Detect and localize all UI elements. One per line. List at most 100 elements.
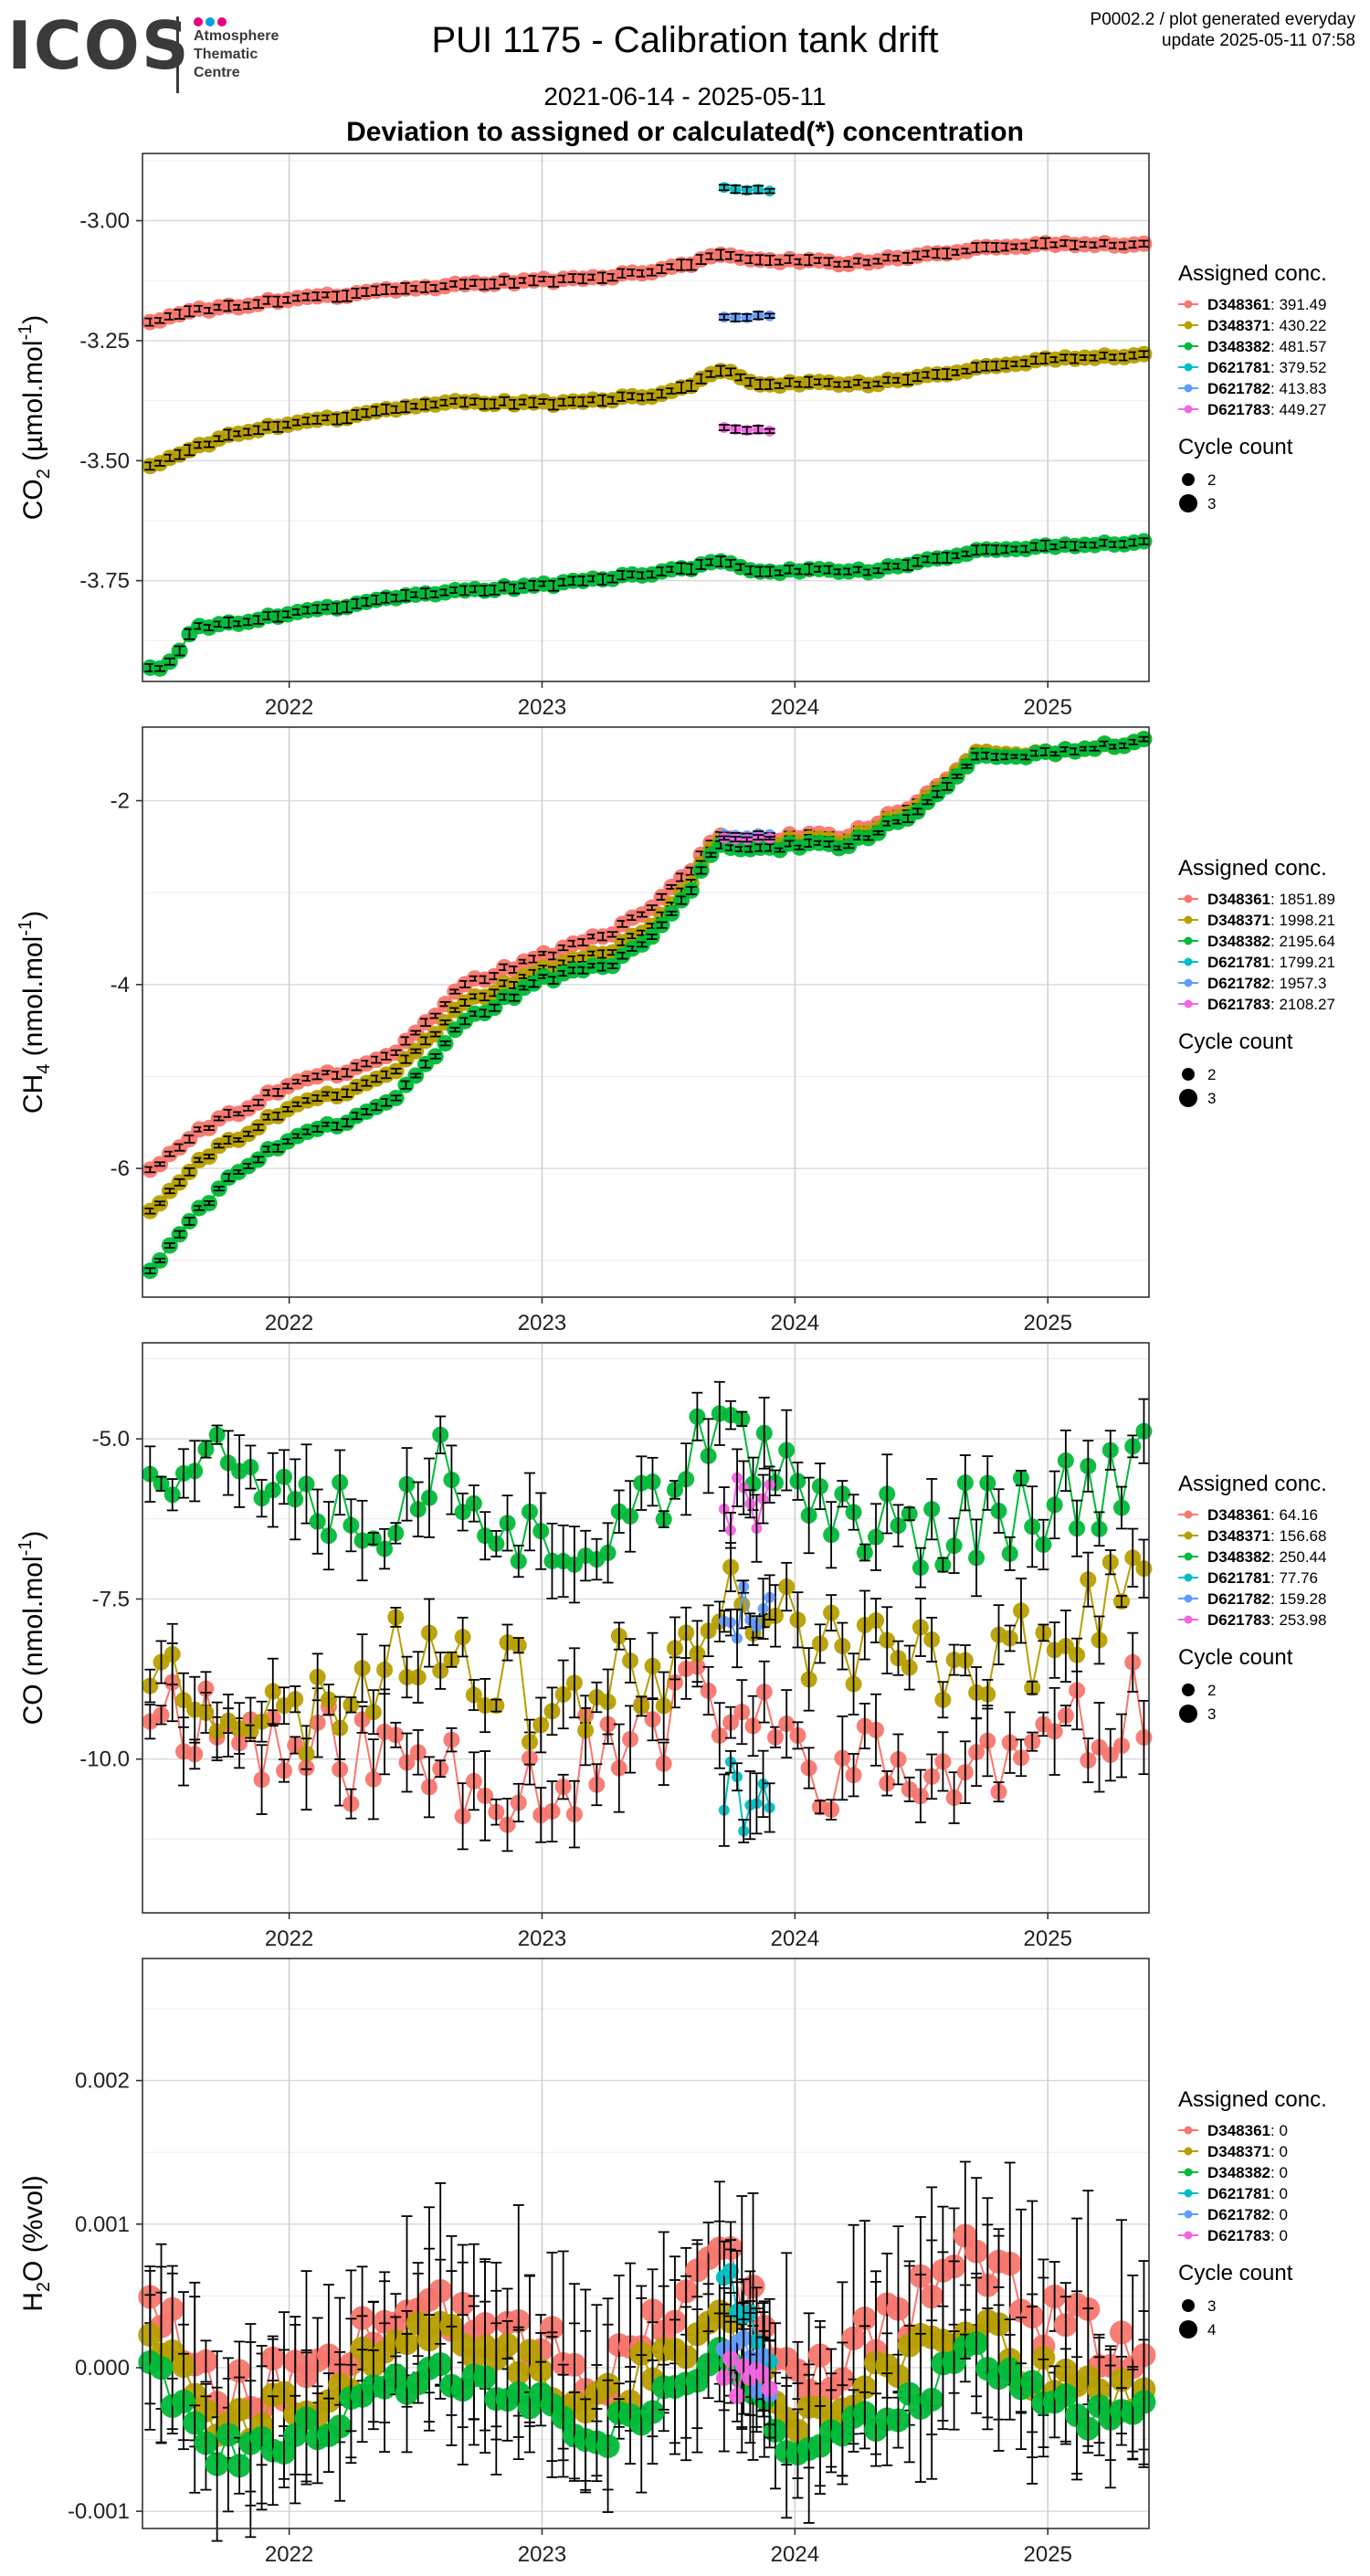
- series-D348361: [142, 235, 1153, 331]
- icos-logo: ICOS: [7, 7, 191, 84]
- legend-size-key: [1179, 1089, 1197, 1107]
- legend-size-label: 2: [1207, 1682, 1216, 1699]
- legend-entry: D348361: 1851.89: [1207, 891, 1335, 908]
- legend-key-dot: [1184, 1573, 1193, 1582]
- page-title: PUI 1175 - Calibration tank drift: [431, 20, 939, 60]
- legend-key-dot: [1184, 1531, 1193, 1540]
- chart-panel-co: -10.0 -7.5 -5.0 2022 2023 2024 2025 CO (nmol.mo…: [16, 1342, 1327, 1951]
- legend-tank-name: D348361: [1207, 1506, 1270, 1524]
- legend-entry: D621783: 253.98: [1207, 1611, 1326, 1629]
- x-tick-label: 2023: [518, 1311, 566, 1336]
- legend-tank-name: D348371: [1207, 912, 1270, 929]
- legend-key-dot: [1184, 342, 1193, 351]
- series-D348371: [142, 345, 1153, 475]
- y-tick-label: -3.75: [79, 569, 130, 594]
- legend-key-dot: [1184, 957, 1193, 966]
- plot-area: [142, 727, 1149, 1297]
- chart-panel-ch4: -6 -4 -2 2022 2023 2024 2025 CH4 (nmol.mol-1) As…: [16, 726, 1335, 1336]
- legend-key-dot: [1184, 384, 1193, 393]
- legend-key-dot: [1184, 1510, 1193, 1519]
- logo-dots: [194, 15, 229, 31]
- legend-tank-name: D621781: [1207, 359, 1270, 376]
- legend-tank-value: : 430.22: [1270, 317, 1326, 334]
- series-D621781: [718, 182, 775, 197]
- x-tick-label: 2023: [518, 1927, 566, 1951]
- legend-key-dot: [1184, 1594, 1193, 1603]
- legend-tank-value: : 481.57: [1270, 338, 1326, 355]
- header: ICOS Atmosphere Thematic Centre PUI 1175…: [0, 0, 1370, 155]
- legend-tank-name: D621783: [1207, 1611, 1270, 1629]
- x-tick-label: 2024: [771, 1311, 819, 1336]
- y-axis-label-unit-end: ): [18, 911, 48, 920]
- legend-size-key: [1182, 1684, 1195, 1696]
- y-axis-label-unit: (µmol.mol: [18, 341, 48, 470]
- chart-panel-co2: -3.75 -3.50 -3.25 -3.00 2022 2023 2024 2025 CO2 …: [16, 153, 1327, 720]
- x-tick-label: 2025: [1024, 1311, 1072, 1336]
- legend-key-dot: [1184, 321, 1193, 330]
- legend-tank-name: D621783: [1207, 401, 1270, 418]
- legend-size-label: 2: [1207, 471, 1216, 489]
- legend-tank-value: : 253.98: [1270, 1611, 1326, 1629]
- legend-key-dot: [1184, 915, 1193, 924]
- legend-tank-name: D348371: [1207, 1527, 1270, 1545]
- legend-entry: D621783: 2108.27: [1207, 996, 1335, 1013]
- y-axis-label: CO (nmol.mol-1): [16, 1531, 48, 1726]
- y-tick-label: -3.25: [79, 329, 130, 354]
- series-D348382: [142, 533, 1153, 677]
- legend-tank-value: : 156.68: [1270, 1527, 1326, 1545]
- legend-tank-value: : 159.28: [1270, 1590, 1326, 1608]
- plot-info-line: P0002.2 / plot generated everyday: [1090, 10, 1355, 29]
- legend-entry: D348382: 481.57: [1207, 338, 1326, 355]
- y-axis-label: CO2 (µmol.mol-1): [16, 315, 54, 521]
- legend-tank-name: D621781: [1207, 1569, 1270, 1587]
- legend-tank-value: : 1799.21: [1270, 954, 1335, 971]
- legend-key-dot: [1184, 300, 1193, 309]
- y-tick-label: -3.00: [79, 209, 130, 234]
- legend-tank-value: : 379.52: [1270, 359, 1326, 376]
- plot-border: [142, 726, 1150, 1298]
- legend-entry: D348371: 1998.21: [1207, 912, 1335, 929]
- legend-size-label: 3: [1207, 1090, 1216, 1107]
- logo-dot: [206, 17, 215, 26]
- legend-entry: D348371: 430.22: [1207, 317, 1326, 334]
- legend-size-label: 3: [1207, 1705, 1216, 1723]
- legend-tank-value: : 64.16: [1270, 1506, 1318, 1524]
- x-tick-label: 2025: [1024, 1927, 1072, 1951]
- legend-key-dot: [1184, 894, 1193, 903]
- legend-tank-value: : 2195.64: [1270, 933, 1335, 950]
- series-D348382: [142, 731, 1153, 1280]
- legend-size-key: [1179, 1705, 1197, 1723]
- y-axis-label: CH4 (nmol.mol-1): [16, 911, 54, 1114]
- y-axis-label-sup: -1: [16, 324, 36, 341]
- series-D348382: [138, 2272, 1156, 2542]
- legend-entry: D348382: 2195.64: [1207, 933, 1335, 950]
- legend-tank-name: D348361: [1207, 891, 1270, 908]
- legend-tank-value: : 250.44: [1270, 1548, 1326, 1566]
- x-tick-label: 2024: [771, 695, 819, 720]
- legend-tank-value: : 413.83: [1270, 380, 1326, 397]
- y-axis-label-unit: (nmol.mol: [18, 1556, 48, 1684]
- legend-tank-name: D621782: [1207, 1590, 1270, 1608]
- plot-area: [142, 1343, 1149, 1913]
- legend-tank-name: D621782: [1207, 380, 1270, 397]
- legend-tank-value: : 1957.3: [1270, 975, 1326, 992]
- x-tick-label: 2022: [265, 1927, 313, 1951]
- series-D621783: [718, 831, 775, 846]
- legend-size-title: Cycle count: [1178, 1029, 1293, 1054]
- legend-entry: D348361: 391.49: [1207, 296, 1326, 313]
- legend-tank-value: : 1998.21: [1270, 912, 1335, 929]
- legend-entry: D621781: 77.76: [1207, 1569, 1318, 1587]
- x-tick-label: 2022: [265, 1311, 313, 1336]
- series-D621783: [718, 1448, 775, 1563]
- legend-entry: D621781: 1799.21: [1207, 954, 1335, 971]
- y-axis-label-main: CO: [18, 1684, 48, 1725]
- legend-tank-name: D621783: [1207, 996, 1270, 1013]
- legend-entry: D621783: 449.27: [1207, 401, 1326, 418]
- legend-entry: D348371: 156.68: [1207, 1527, 1326, 1545]
- x-tick-label: 2023: [518, 695, 566, 720]
- plot-border: [142, 1342, 1150, 1914]
- legend-key-dot: [1184, 978, 1193, 987]
